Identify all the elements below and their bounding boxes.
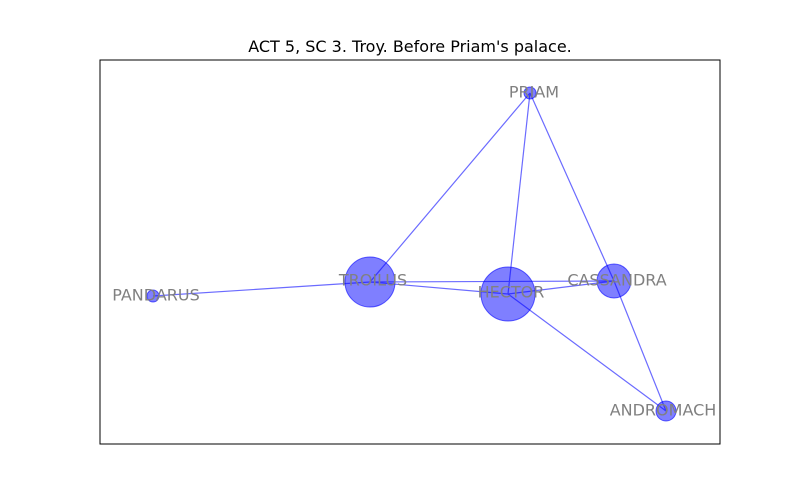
edge-priam-troilus [369, 92, 531, 283]
edge-layer [152, 92, 667, 412]
label-layer: PRIAM TROILUS HECTOR CASSANDRA PANDARUS ANDRO… [112, 83, 716, 420]
graph-title: ACT 5, SC 3. Troy. Before Priam's palace… [248, 37, 572, 56]
node-cassandra[interactable] [596, 263, 632, 299]
node-label-hector: HECTOR [478, 283, 545, 302]
edge-priam-hector [507, 92, 531, 295]
node-label-andromache: ANDROMACH [610, 401, 717, 420]
node-pandarus[interactable] [146, 289, 160, 303]
edge-priam-cassandra [529, 92, 615, 282]
node-label-troilus: TROILUS [338, 271, 407, 290]
edge-hector-andromache [507, 293, 667, 412]
edge-pandarus-troilus [152, 281, 371, 297]
node-label-pandarus: PANDARUS [112, 286, 200, 305]
node-andromache[interactable] [655, 400, 677, 422]
node-label-cassandra: CASSANDRA [567, 271, 666, 290]
node-layer [146, 86, 677, 422]
edge-cassandra-andromache [613, 280, 667, 412]
node-label-priam: PRIAM [509, 83, 559, 102]
node-hector[interactable] [480, 266, 536, 322]
node-priam[interactable] [523, 86, 537, 100]
plot-frame [99, 59, 721, 445]
node-troilus[interactable] [344, 256, 396, 308]
